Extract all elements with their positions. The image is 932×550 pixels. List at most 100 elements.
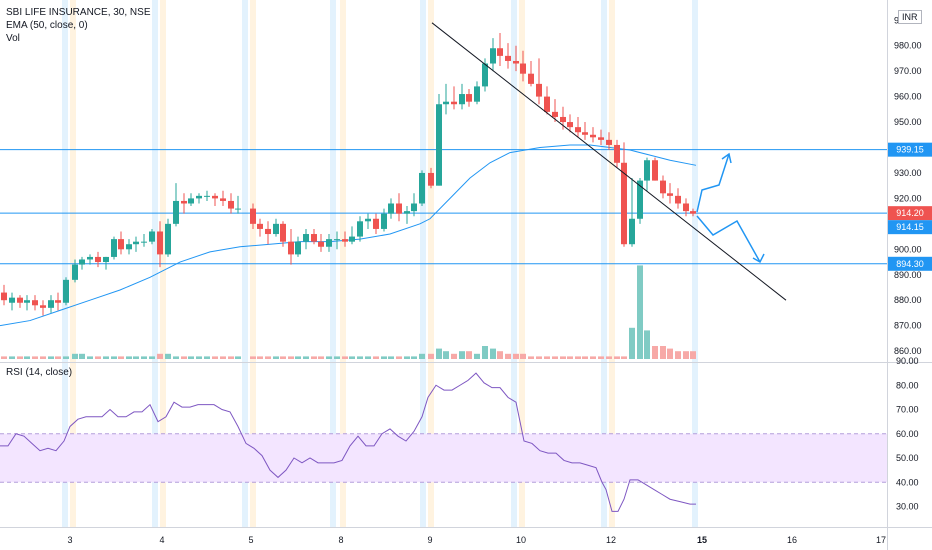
price-tick-label: 860.00 [894,346,922,356]
candle [381,213,387,229]
candle [474,86,480,102]
volume-bar [560,356,566,359]
candle [637,180,643,219]
candle [295,241,301,255]
candle [497,48,503,56]
volume-bar [342,356,348,359]
candle [598,137,604,140]
volume-bar [505,353,511,359]
candle [428,172,434,186]
volume-bar [280,356,286,359]
volume-bar [436,348,442,359]
candle [288,241,294,255]
volume-bar [552,356,558,359]
time-tick-label: 10 [516,535,526,545]
candle [103,256,109,263]
candle [311,234,317,242]
volume-bar [32,356,38,359]
volume-bar [373,356,379,359]
candle [575,127,581,133]
volume-bar [288,356,294,359]
candle [396,203,402,214]
horizontal-levels [0,149,887,265]
candle [188,198,194,204]
price-tag [888,142,932,157]
volume-bar [212,356,218,359]
volume-bar [629,327,635,359]
volume-bar [334,356,340,359]
volume-bar [133,356,139,359]
price-tick-label: 950.00 [894,117,922,127]
volume-bar [181,356,187,359]
volume-bar [79,353,85,359]
candle [235,208,241,210]
rsi-band [0,433,887,483]
candle [48,300,54,308]
candle [644,160,650,181]
candle [451,101,457,105]
volume-bar [24,356,30,359]
volume-bar [220,356,226,359]
candle [567,122,573,128]
candle [1,292,7,301]
volume-bar [1,356,7,359]
candle [9,297,15,303]
volume-bar [103,356,109,359]
volume-bar [149,356,155,359]
rsi-tick-label: 70.00 [896,405,919,415]
volume-bar [265,356,271,359]
volume-bar [381,356,387,359]
rsi-tick-label: 80.00 [896,380,919,390]
candle [250,208,256,224]
candle [72,264,78,280]
projection-arrows [696,152,765,264]
candle [349,236,355,242]
legend-vol: Vol [6,33,20,44]
candle [690,211,696,214]
up-arrow-head [721,152,732,164]
volume-bar [567,356,573,359]
price-tick-label: 930.00 [894,168,922,178]
candle [326,239,332,247]
candle [544,96,550,112]
price-tick-label: 900.00 [894,244,922,254]
volume-bar [228,356,234,359]
currency-badge[interactable]: INR [898,10,922,24]
price-tick-label: 980.00 [894,41,922,51]
volume-bar [157,353,163,359]
candle [118,239,124,250]
candle [228,200,234,209]
volume-bar [497,351,503,359]
candle [303,234,309,242]
candle [265,228,271,235]
candle [404,211,410,214]
candle [63,279,69,303]
up-arrow [696,153,730,213]
candle [32,300,38,306]
volume-bar [428,353,434,359]
volume-bar [575,356,581,359]
volume-bar [621,356,627,359]
volume-bar [466,351,472,359]
time-tick-label: 4 [159,535,164,545]
volume-bar [675,351,681,359]
price-tick-label: 970.00 [894,66,922,76]
candle [181,200,187,204]
candle [280,223,286,242]
candle [621,162,627,245]
rsi-tick-label: 90.00 [896,356,919,366]
candle [157,231,163,255]
candle [87,256,93,260]
volume-bar [63,356,69,359]
ema-path [0,144,697,327]
volume-bar [111,356,117,359]
candle [660,180,666,194]
candle [126,244,132,250]
candle [196,195,202,199]
price-tag [888,220,932,235]
price-tag [888,206,932,221]
volume-bar [303,356,309,359]
volume-bar [451,353,457,359]
volume-bar [72,353,78,359]
